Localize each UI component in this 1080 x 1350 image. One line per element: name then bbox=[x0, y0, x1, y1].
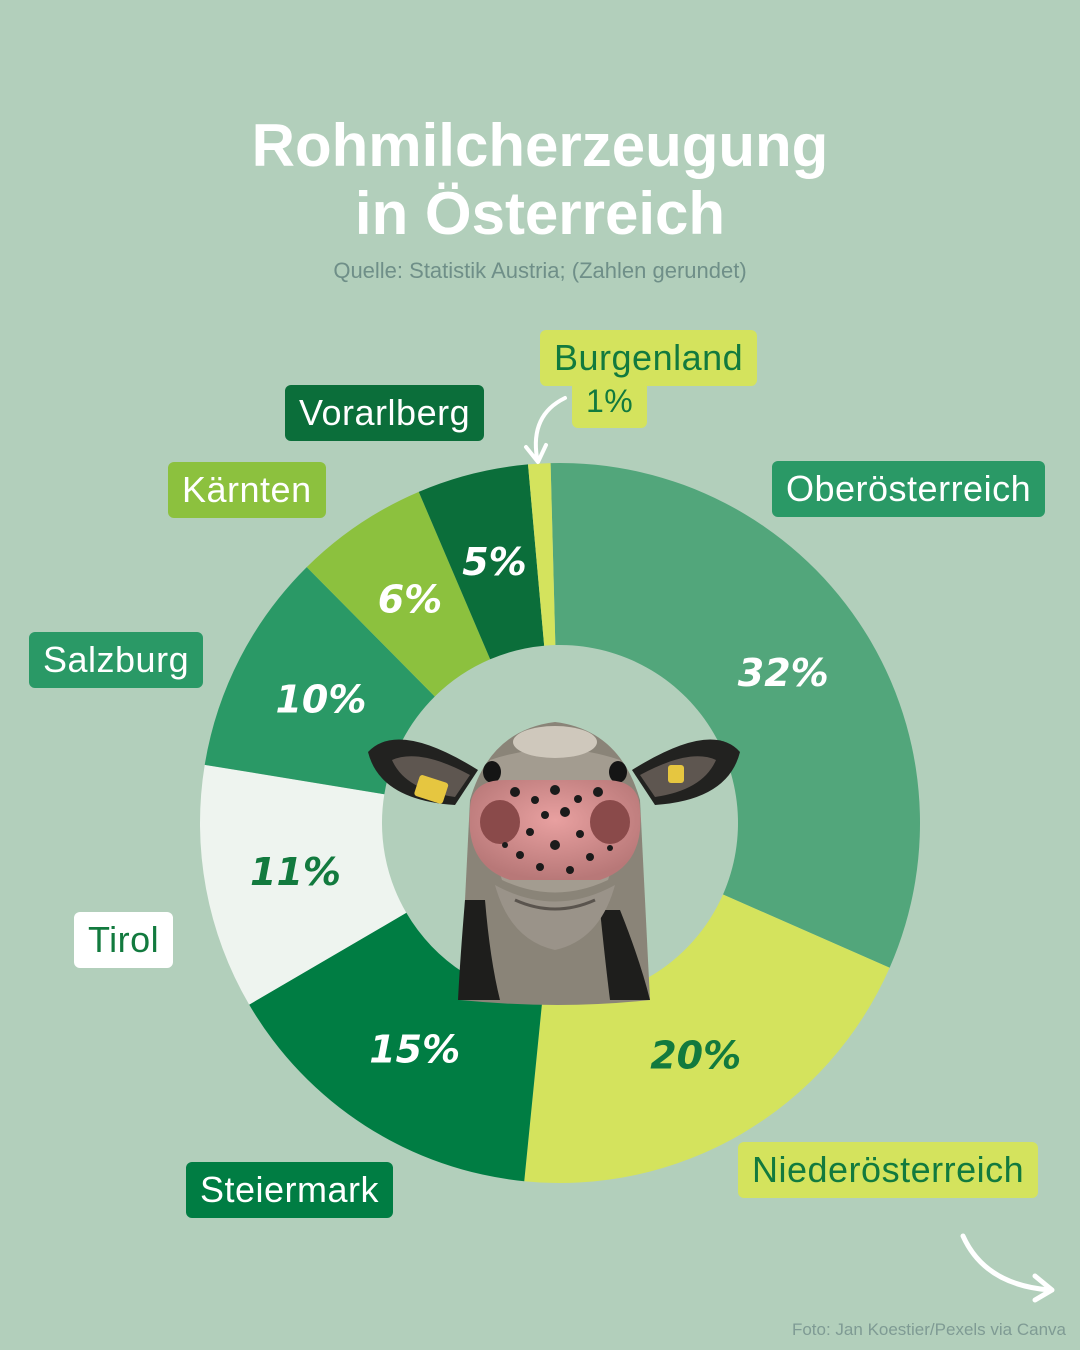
title-line-1: Rohmilcherzeugung bbox=[251, 112, 829, 179]
label-kaernten: Kärnten bbox=[168, 462, 326, 518]
slice-kärnten bbox=[306, 491, 491, 697]
label-tirol: Tirol bbox=[74, 912, 174, 968]
slice-salzburg bbox=[204, 567, 435, 795]
slice-burgenland bbox=[527, 463, 556, 646]
chart-title: Rohmilcherzeugung in Österreich bbox=[0, 112, 1080, 248]
title-line-2: in Österreich bbox=[354, 180, 726, 247]
value-label-vorarlberg: 5% bbox=[462, 540, 527, 584]
slice-oberösterreich bbox=[550, 463, 920, 968]
label-steiermark: Steiermark bbox=[186, 1162, 394, 1218]
photo-credit: Foto: Jan Koestier/Pexels via Canva bbox=[791, 1320, 1066, 1339]
chart-subtitle: Quelle: Statistik Austria; (Zahlen gerun… bbox=[333, 258, 747, 283]
slice-niederösterreich bbox=[524, 894, 890, 1183]
swipe-arrow-icon bbox=[960, 1233, 1053, 1293]
burgenland-arrow-icon bbox=[533, 396, 567, 460]
value-label-niederösterreich: 20% bbox=[650, 1033, 741, 1077]
value-label-steiermark: 15% bbox=[369, 1027, 460, 1071]
slice-tirol bbox=[200, 764, 407, 1005]
label-niederoesterreich: Niederösterreich bbox=[738, 1142, 1039, 1198]
label-oberoesterreich: Oberösterreich bbox=[772, 461, 1046, 517]
value-label-kärnten: 6% bbox=[378, 578, 443, 622]
value-label-tirol: 11% bbox=[250, 850, 341, 894]
label-salzburg: Salzburg bbox=[29, 632, 204, 688]
label-vorarlberg: Vorarlberg bbox=[285, 385, 485, 441]
label-burgenland: Burgenland bbox=[540, 330, 758, 386]
cow-face-image bbox=[368, 722, 740, 1005]
value-label-salzburg: 10% bbox=[275, 678, 366, 722]
value-label-oberösterreich: 32% bbox=[738, 651, 829, 695]
slice-vorarlberg bbox=[418, 464, 545, 660]
label-burgenland-value: 1% bbox=[572, 378, 648, 428]
